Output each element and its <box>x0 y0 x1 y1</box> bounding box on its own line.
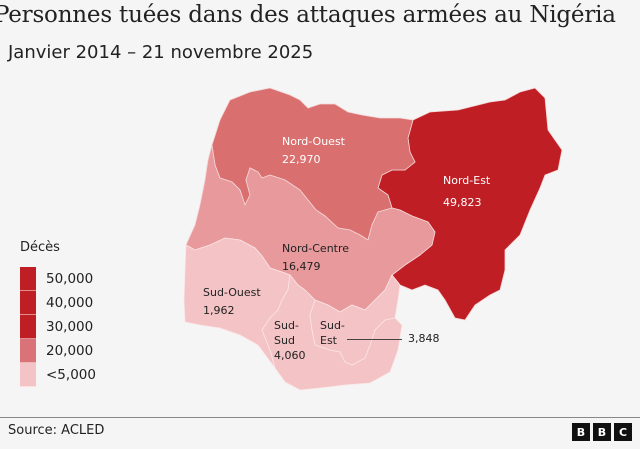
bbc-logo: B B C <box>572 423 632 441</box>
legend-title: Décès <box>20 240 60 255</box>
region-value: 22,970 <box>282 153 321 166</box>
legend-label: 20,000 <box>46 343 94 359</box>
bbc-logo-letter: C <box>614 423 632 441</box>
legend-item: 40,000 <box>20 291 96 315</box>
region-name-line1: Sud- <box>274 319 299 332</box>
legend-label: 30,000 <box>46 319 94 335</box>
region-name: Nord-Est <box>443 174 491 187</box>
region-value: 16,479 <box>282 260 321 273</box>
legend-swatch <box>20 363 36 387</box>
bbc-logo-letter: B <box>572 423 590 441</box>
legend-swatch <box>20 315 36 339</box>
region-value: 4,060 <box>274 349 306 362</box>
legend-label: 40,000 <box>46 295 94 311</box>
source-text: Source: ACLED <box>8 423 105 438</box>
chart-title: Personnes tuées dans des attaques armées… <box>0 2 616 28</box>
sud-est-leader-line <box>347 339 402 340</box>
region-value: 49,823 <box>443 196 482 209</box>
region-name-line1: Sud- <box>320 319 345 332</box>
legend-item: 20,000 <box>20 339 96 363</box>
region-name: Sud-Ouest <box>203 286 261 299</box>
chart-subtitle: Janvier 2014 – 21 novembre 2025 <box>8 42 314 63</box>
legend: Décès 50,000 40,000 30,000 20,000 <5,000 <box>20 240 96 387</box>
region-sud-est <box>309 274 401 366</box>
bbc-logo-letter: B <box>593 423 611 441</box>
label-nord-est: Nord-Est 49,823 <box>443 172 490 212</box>
region-name: Nord-Centre <box>282 242 350 255</box>
legend-item: 30,000 <box>20 315 96 339</box>
region-value: 1,962 <box>203 304 235 317</box>
legend-label: <5,000 <box>46 367 96 383</box>
legend-item: <5,000 <box>20 363 96 387</box>
label-sud-ouest: Sud-Ouest 1,962 <box>203 284 261 320</box>
region-name-line2: Est <box>320 334 337 347</box>
footer-divider <box>0 417 640 418</box>
label-nord-ouest: Nord-Ouest 22,970 <box>282 133 345 169</box>
sud-est-value: 3,848 <box>408 332 440 345</box>
legend-swatch <box>20 339 36 363</box>
region-name-line2: Sud <box>274 334 295 347</box>
label-nord-centre: Nord-Centre 16,479 <box>282 240 349 276</box>
legend-label: 50,000 <box>46 271 94 287</box>
label-sud-est: Sud- Est <box>320 318 345 348</box>
region-name: Nord-Ouest <box>282 135 345 148</box>
legend-item: 50,000 <box>20 267 96 291</box>
label-sud-sud: Sud- Sud 4,060 <box>274 318 306 363</box>
legend-swatch <box>20 267 36 291</box>
legend-swatch <box>20 291 36 315</box>
